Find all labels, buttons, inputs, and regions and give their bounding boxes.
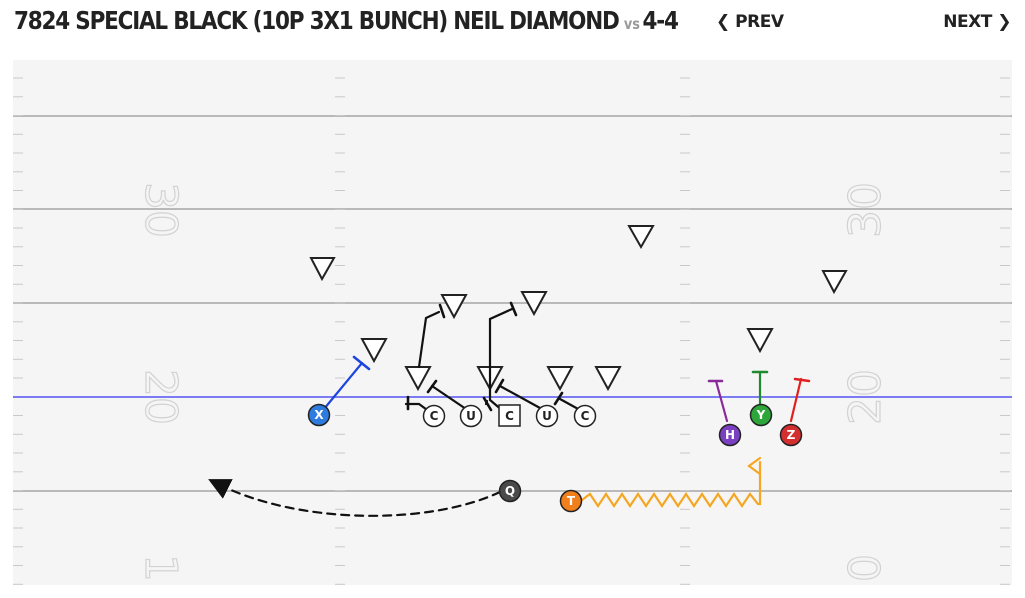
lineman-block-up [417, 310, 441, 369]
t-motion [580, 460, 762, 508]
defender-triangle[interactable] [627, 225, 655, 250]
defender-triangle[interactable] [404, 366, 432, 392]
defender-triangle[interactable] [360, 338, 388, 364]
block-tee [438, 303, 446, 319]
player-t[interactable]: T [559, 489, 583, 513]
defense-name: 4-4 [642, 6, 679, 35]
player-label: U [466, 409, 476, 423]
player-label: U [542, 409, 552, 423]
x-route-block-tee [352, 355, 371, 371]
lineman-block [430, 384, 468, 411]
play-header: 7824 SPECIAL BLACK (10P 3X1 BUNCH) NEIL … [0, 0, 1025, 56]
chevron-left-icon: ❮ [716, 12, 730, 32]
chevron-right-icon: ❯ [997, 12, 1011, 32]
vs-label: vs [623, 15, 640, 33]
next-label: NEXT [943, 12, 992, 32]
player-center[interactable]: C [498, 404, 521, 427]
defense [309, 225, 848, 392]
player-label: Z [787, 428, 796, 442]
block-tee [494, 378, 505, 394]
block-tee [482, 396, 493, 412]
lineman-block [558, 397, 582, 412]
lineman-block [498, 384, 542, 410]
player-label: Y [756, 408, 766, 422]
player-c-right[interactable]: C [573, 404, 597, 428]
yard-number-right-0: 0 [840, 554, 891, 582]
player-label: T [567, 494, 576, 508]
player-u-right[interactable]: U [535, 404, 559, 428]
offense: X C U C U C H [307, 403, 803, 513]
z-route-tee [793, 377, 811, 383]
routes [208, 301, 811, 517]
player-label: C [430, 409, 439, 423]
defender-triangle[interactable] [546, 366, 574, 392]
block-tee [426, 379, 438, 394]
q-route [208, 479, 502, 517]
defender-triangle[interactable] [440, 294, 468, 320]
prev-button[interactable]: ❮ PREV [716, 12, 784, 32]
player-y[interactable]: Y [749, 403, 773, 427]
player-label: X [314, 408, 324, 422]
hash-marks [13, 77, 1010, 585]
center-block [488, 307, 514, 413]
player-label: Q [505, 484, 515, 498]
block-tee [509, 301, 518, 317]
player-h[interactable]: H [718, 423, 742, 447]
next-button[interactable]: NEXT ❯ [943, 12, 1011, 32]
player-x[interactable]: X [307, 403, 331, 427]
t-motion-arrow [747, 456, 762, 476]
player-c-left[interactable]: C [422, 404, 446, 428]
defender-triangle[interactable] [746, 328, 774, 354]
player-label: H [725, 428, 735, 442]
prev-label: PREV [735, 12, 784, 32]
h-route [714, 379, 729, 423]
play-title: 7824 SPECIAL BLACK (10P 3X1 BUNCH) NEIL … [14, 6, 679, 35]
defender-triangle[interactable] [821, 270, 848, 295]
block-tee [553, 391, 564, 406]
yard-number-left-30: 30 [135, 182, 186, 238]
yard-number-right-30: 30 [840, 182, 891, 238]
defender-triangle[interactable] [594, 366, 622, 392]
player-label: C [505, 409, 514, 423]
defender-triangle[interactable] [520, 291, 548, 317]
player-label: C [581, 409, 590, 423]
play-name: 7824 SPECIAL BLACK (10P 3X1 BUNCH) NEIL … [14, 6, 620, 35]
yard-number-left-1: 1 [135, 554, 186, 582]
player-z[interactable]: Z [779, 423, 803, 447]
player-q[interactable]: Q [498, 479, 522, 503]
defender-triangle[interactable] [309, 257, 336, 282]
z-route [789, 377, 803, 423]
player-u-left[interactable]: U [459, 404, 483, 428]
